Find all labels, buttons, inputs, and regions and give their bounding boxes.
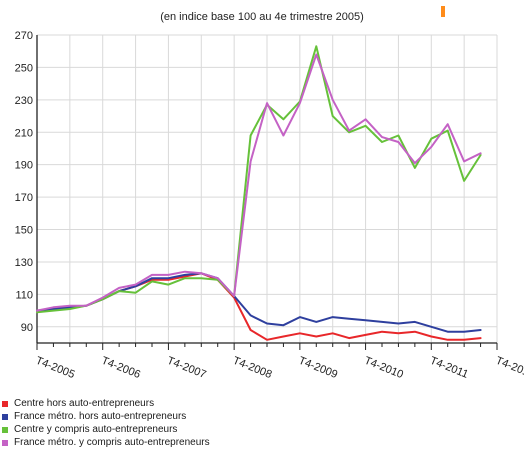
legend-swatch	[2, 426, 8, 433]
legend-item: France métro. y compris auto-entrepreneu…	[2, 436, 302, 449]
y-tick-label: 150	[15, 225, 33, 237]
chart-subtitle: (en indice base 100 au 4e trimestre 2005…	[160, 11, 364, 23]
x-tick-label: T4-2010	[362, 355, 404, 381]
legend-item: France métro. hors auto-entrepreneurs	[2, 410, 302, 423]
x-tick-label: T4-2008	[231, 355, 273, 381]
y-tick-label: 190	[15, 160, 33, 172]
y-tick-label: 270	[15, 30, 33, 42]
legend-item: Centre hors auto-entrepreneurs	[2, 397, 302, 410]
legend-label: Centre hors auto-entrepreneurs	[14, 398, 155, 409]
legend-item: Centre y compris auto-entrepreneurs	[2, 423, 302, 436]
legend-swatch	[2, 439, 8, 446]
x-tick-label: T4-2005	[34, 355, 76, 381]
y-tick-label: 210	[15, 127, 33, 139]
y-tick-label: 130	[15, 257, 33, 269]
x-tick-label: T4-2006	[100, 355, 142, 381]
legend-swatch	[2, 413, 8, 420]
series-line-4	[36, 53, 482, 312]
series-line-3	[36, 45, 482, 314]
x-tick-label: T4-2012	[494, 355, 524, 381]
y-tick-label: 110	[15, 289, 33, 301]
series-line-1	[36, 272, 482, 341]
legend: Centre hors auto-entrepreneurs France mét…	[2, 397, 302, 449]
legend-label: France métro. y compris auto-entrepreneu…	[14, 437, 210, 448]
legend-label: France métro. hors auto-entrepreneurs	[14, 411, 187, 422]
x-tick-label: T4-2011	[428, 355, 470, 381]
y-tick-label: 90	[21, 322, 33, 334]
x-tick-label: T4-2007	[165, 355, 207, 381]
series-line-2	[36, 272, 482, 333]
x-tick-label: T4-2009	[297, 355, 339, 381]
title-accent-mark	[441, 6, 445, 17]
legend-label: Centre y compris auto-entrepreneurs	[14, 424, 178, 435]
y-tick-label: 230	[15, 95, 33, 107]
series-layer	[36, 45, 482, 341]
legend-swatch	[2, 400, 8, 407]
y-tick-label: 250	[15, 62, 33, 74]
y-tick-label: 170	[15, 192, 33, 204]
axis-layer: 90 110 130 150 170 190 210 230 250 270 T4-2005 T4-2…	[15, 30, 524, 381]
